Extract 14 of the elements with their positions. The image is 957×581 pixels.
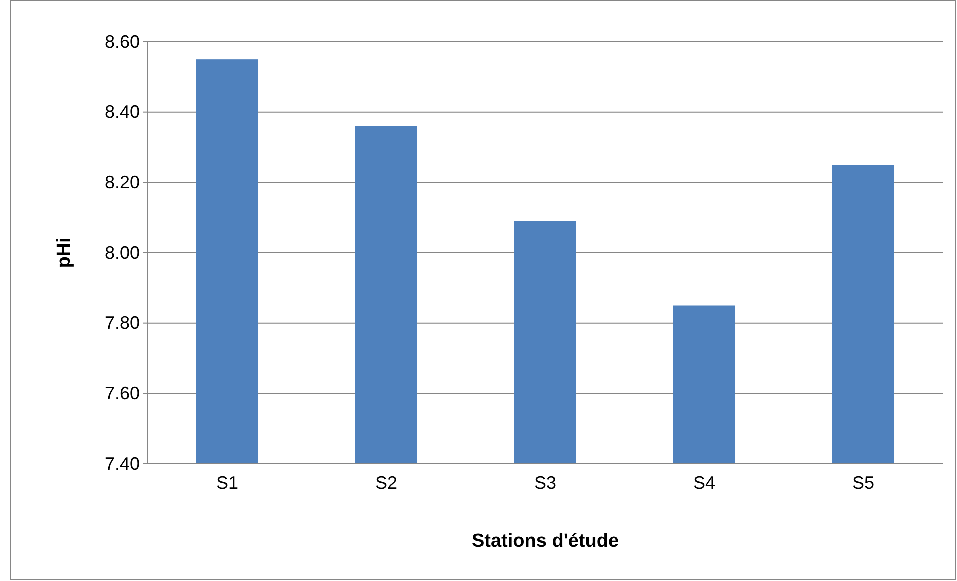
x-tick-label: S1 [216, 472, 239, 493]
y-tick-label: 8.40 [104, 102, 140, 122]
y-tick-label: 8.60 [104, 32, 140, 52]
x-tick-label: S2 [375, 472, 398, 493]
y-tick-label: 7.80 [104, 313, 140, 334]
x-tick-label: S4 [693, 472, 716, 493]
y-axis-title: pHi [54, 238, 75, 268]
x-tick-label: S3 [534, 472, 557, 493]
x-tick-label: S5 [852, 472, 875, 493]
y-tick-label: 7.40 [104, 454, 140, 474]
x-axis-title: Stations d'étude [472, 531, 620, 552]
y-tick-label: 8.00 [104, 242, 140, 263]
y-tick-label: 8.20 [104, 172, 140, 192]
y-tick-label: 7.60 [104, 383, 140, 404]
